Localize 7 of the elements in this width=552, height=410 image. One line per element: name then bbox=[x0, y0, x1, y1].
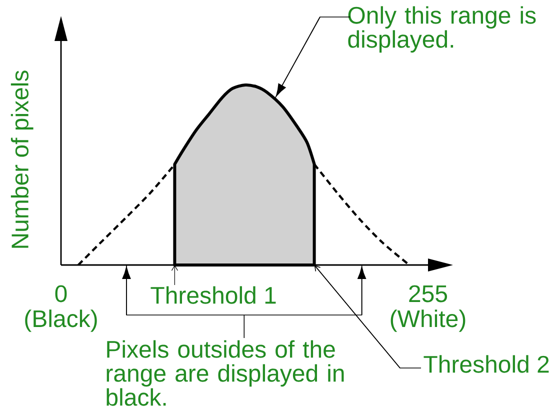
annotation: Only this range is displayed. bbox=[348, 6, 536, 53]
text: Pixels outsides of the range are displayed in black. bbox=[106, 340, 344, 406]
x-tick-label: 0 (Black) bbox=[25, 285, 97, 332]
text: Threshold 1 bbox=[150, 286, 276, 304]
y-axis-title: Number of pixels bbox=[10, 70, 34, 248]
x-tick-label: 255 (White) bbox=[390, 285, 466, 332]
text: Threshold 2 bbox=[424, 355, 549, 373]
